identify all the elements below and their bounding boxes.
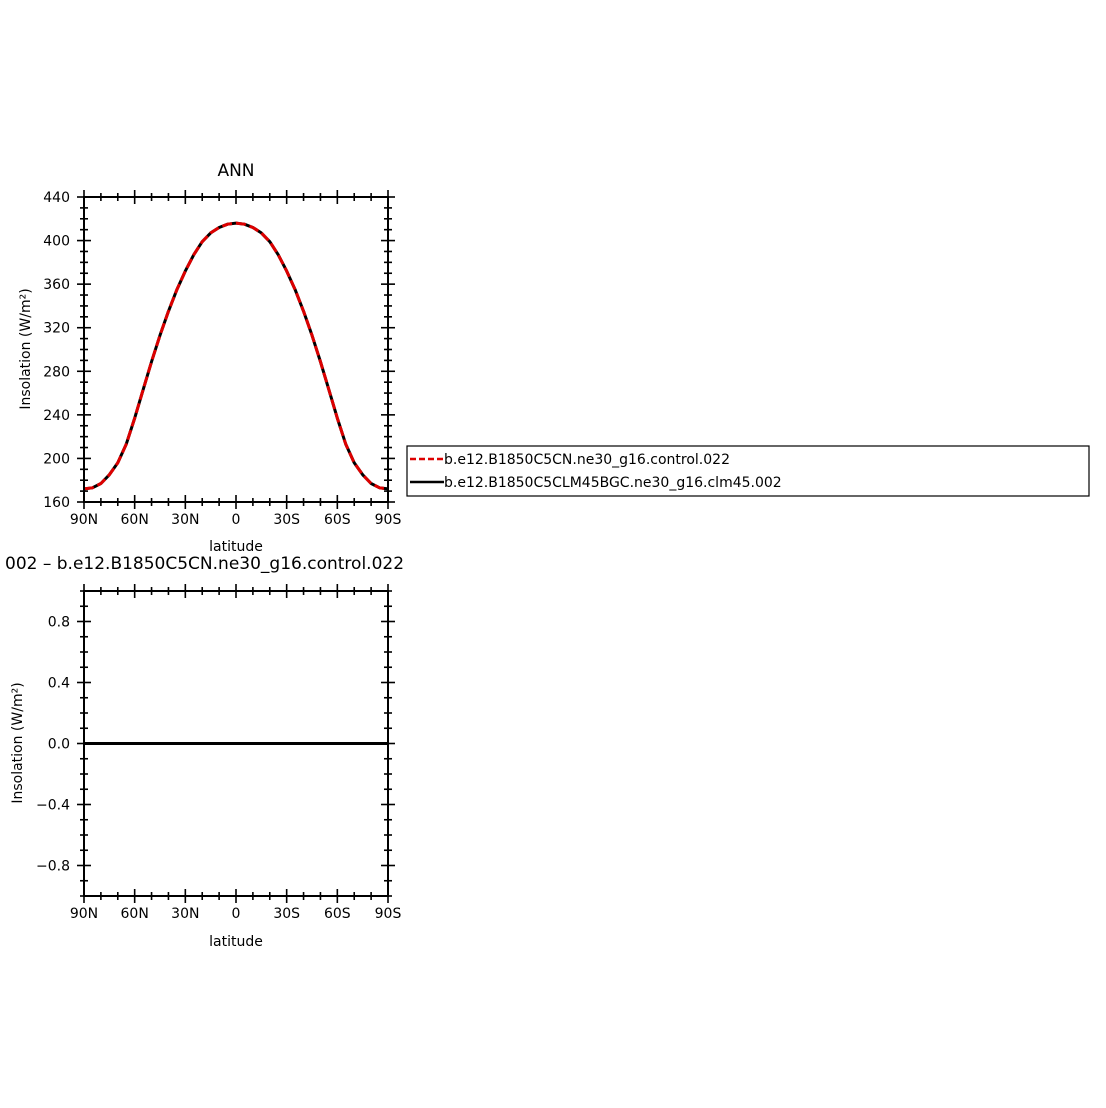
bottom-x-axis-label: latitude: [209, 934, 263, 950]
bottom-y-tick-label: −0.4: [36, 798, 70, 814]
top-x-tick-label: 60N: [121, 512, 149, 528]
top-chart-title: ANN: [217, 161, 254, 181]
bottom-x-tick-label: 60S: [324, 906, 351, 922]
top-y-tick-label: 240: [43, 408, 70, 424]
top-x-tick-label: 90S: [375, 512, 402, 528]
bottom-y-axis-label: Insolation (W/m²): [10, 682, 26, 803]
top-series-line-0: [83, 221, 389, 491]
bottom-x-tick-label: 90S: [375, 906, 402, 922]
top-x-tick-label: 30N: [171, 512, 199, 528]
top-x-tick-label: 90N: [70, 512, 98, 528]
bottom-chart-title: 002 – b.e12.B1850C5CN.ne30_g16.control.0…: [5, 554, 404, 574]
top-y-tick-label: 200: [43, 451, 70, 467]
bottom-panel: 002 – b.e12.B1850C5CN.ne30_g16.control.0…: [5, 554, 404, 950]
bottom-axes: 90N 60N 30N 0 30S 60S 90S −0.8 −0.4 0.0 0.4 0.8: [36, 584, 401, 922]
bottom-y-tick-label: 0.0: [48, 737, 70, 753]
top-series-line-1: [83, 221, 389, 491]
top-x-tick-label: 0: [232, 512, 241, 528]
legend-entry-clm45: b.e12.B1850C5CLM45BGC.ne30_g16.clm45.002: [444, 475, 782, 491]
top-series-lines: [83, 221, 389, 491]
top-y-tick-label: 160: [43, 495, 70, 511]
bottom-x-tick-label: 90N: [70, 906, 98, 922]
bottom-x-tick-label: 30S: [273, 906, 300, 922]
bottom-x-tick-label: 0: [232, 906, 241, 922]
bottom-y-tick-label: 0.4: [48, 676, 70, 692]
bottom-x-tick-label: 30N: [171, 906, 199, 922]
top-x-axis-label: latitude: [209, 539, 263, 555]
legend: b.e12.B1850C5CN.ne30_g16.control.022 b.e…: [406, 445, 1090, 497]
top-y-axis-label: Insolation (W/m²): [18, 288, 34, 409]
bottom-y-tick-label: −0.8: [36, 859, 70, 875]
top-axes: 90N 60N 30N 0 30S 60S 90S 160 200 240 280 320 360 400…: [43, 190, 401, 528]
top-y-tick-label: 440: [43, 190, 70, 206]
top-y-tick-label: 400: [43, 234, 70, 250]
top-plot-frame: [83, 196, 389, 503]
legend-box: [406, 445, 1090, 497]
top-x-tick-label: 30S: [273, 512, 300, 528]
bottom-x-tick-label: 60N: [121, 906, 149, 922]
top-x-tick-label: 60S: [324, 512, 351, 528]
top-y-tick-label: 360: [43, 277, 70, 293]
top-panel: ANN 90N 60N 30N 0 30S 60S 90S 160 200 240 280 320 36…: [18, 161, 401, 555]
top-y-tick-label: 320: [43, 321, 70, 337]
legend-entry-control: b.e12.B1850C5CN.ne30_g16.control.022: [444, 452, 730, 468]
top-y-tick-label: 280: [43, 364, 70, 380]
bottom-y-tick-label: 0.8: [48, 615, 70, 631]
